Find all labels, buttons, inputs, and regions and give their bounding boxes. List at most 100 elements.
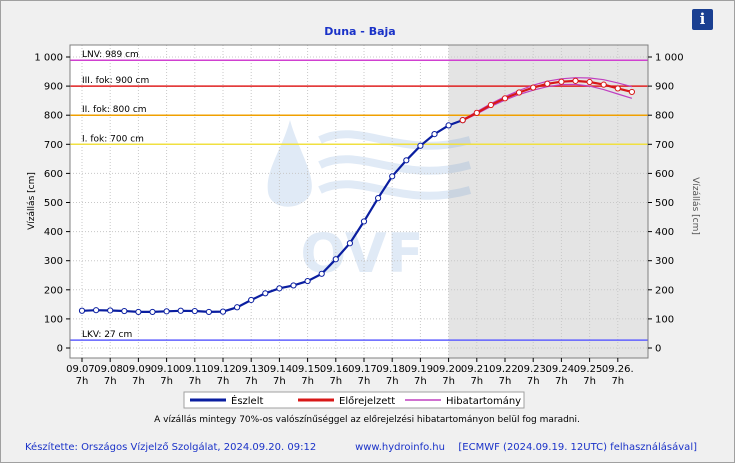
data-point-forecast [459,117,466,124]
x-tick-label-hour: 7h [358,376,371,387]
data-point-observed [191,307,198,315]
level-label: II. fok: 800 cm [82,105,147,115]
x-tick-label-date: 09.23. [517,364,549,375]
info-icon[interactable]: i [692,9,713,30]
series-lines [78,77,636,316]
data-point-observed [205,308,212,316]
x-tick-label-date: 09.10. [151,364,183,375]
data-point-observed [248,296,255,304]
x-tick-label-hour: 7h [442,376,455,387]
y-tick-label-right: 0 [655,344,661,355]
data-point-observed [290,282,297,289]
data-point-observed [389,173,396,180]
x-tick-label-hour: 7h [160,376,173,387]
footer-website[interactable]: www.hydroinfo.hu [355,442,445,453]
data-point-observed [135,308,142,316]
x-tick-label-hour: 7h [132,376,145,387]
data-point-observed [262,290,269,297]
data-point-forecast [586,78,593,86]
data-point-observed [163,308,170,315]
forecast-note: A vízállás mintegy 70%-os valószínűségge… [154,414,580,425]
x-axis: 09.07.7h09.08.7h09.09.7h09.10.7h09.11.7h… [66,358,634,387]
legend-label-observed: Észlelt [231,394,263,407]
x-tick-label-date: 09.09. [122,364,154,375]
x-tick-label-date: 09.16. [320,364,352,375]
data-point-forecast [516,89,523,96]
x-tick-label-hour: 7h [273,376,286,387]
data-point-observed [346,240,353,247]
y-tick-label-left: 800 [44,111,63,122]
x-tick-label-date: 09.21. [461,364,493,375]
data-point-observed [417,142,424,149]
x-tick-label-hour: 7h [527,376,540,387]
series-line-observed [81,119,464,314]
y-tick-label-right: 500 [655,198,674,209]
data-point-observed [93,307,100,314]
plot-border [69,44,649,359]
y-axis-label-right: Vízállás [cm] [690,177,700,235]
forecast-region [448,45,648,358]
legend: Észlelt Előrejelzett Hibatartomány [183,391,525,409]
y-tick-label-left: 500 [44,198,63,209]
data-point-forecast [530,84,537,91]
y-tick-label-right: 300 [655,256,674,267]
data-point-forecast [614,85,621,92]
x-tick-label-date: 09.11. [179,364,211,375]
data-point-observed [121,307,128,315]
y-tick-label-left: 100 [44,314,63,325]
data-point-observed [107,307,114,314]
y-tick-label-left: 900 [44,82,63,93]
data-point-forecast [501,95,509,102]
y-tick-label-right: 800 [655,111,674,122]
y-tick-label-right: 700 [655,140,674,151]
x-tick-label-date: 09.25. [574,364,606,375]
data-point-observed [375,195,382,202]
x-tick-label-hour: 7h [217,376,230,387]
x-tick-label-date: 09.08. [94,364,126,375]
ovf-watermark-logo: OVF [267,120,472,285]
x-tick-label-date: 09.13. [235,364,267,375]
level-label: LNV: 989 cm [82,50,139,60]
level-label: LKV: 27 cm [82,330,132,340]
data-point-observed [403,157,410,164]
data-point-observed [177,307,184,314]
chart-title: Duna - Baja [324,25,395,38]
x-tick-label-date: 09.07. [66,364,98,375]
level-label: III. fok: 900 cm [82,76,149,86]
data-point-observed [276,285,283,292]
x-tick-label-date: 09.12. [207,364,239,375]
x-tick-label-date: 09.22. [489,364,521,375]
y-axis-left: 0 100 200 300 400 500 600 700 800 900 1 000 [34,53,70,355]
x-tick-label-date: 09.19. [404,364,436,375]
y-tick-label-right: 900 [655,82,674,93]
x-tick-label-hour: 7h [583,376,596,387]
data-point-observed [149,308,156,316]
x-tick-label-date: 09.24. [545,364,577,375]
data-point-observed [78,307,86,314]
y-tick-label-right: 600 [655,169,674,180]
x-tick-label-date: 09.15. [292,364,324,375]
x-tick-label-date: 09.18. [376,364,408,375]
x-tick-label-hour: 7h [301,376,314,387]
data-point-forecast [473,109,480,116]
y-tick-label-right: 400 [655,227,674,238]
x-tick-label-hour: 7h [555,376,568,387]
x-tick-label-hour: 7h [470,376,483,387]
data-point-observed [234,304,241,311]
y-tick-label-left: 600 [44,169,63,180]
x-tick-label-hour: 7h [188,376,201,387]
x-tick-label-date: 09.26. [602,364,634,375]
x-tick-label-date: 09.20. [433,364,465,375]
legend-box [183,391,525,409]
y-tick-label-right: 1 000 [655,53,684,64]
y-tick-label-right: 200 [655,285,674,296]
data-point-forecast [544,80,551,87]
y-tick-label-left: 200 [44,285,63,296]
legend-label-error-band: Hibatartomány [446,395,521,407]
x-tick-label-date: 09.14. [263,364,295,375]
data-point-observed [304,277,311,285]
y-axis-label-left: Vízállás [cm] [27,172,37,230]
data-point-observed [318,270,325,277]
data-point-observed [360,218,368,225]
